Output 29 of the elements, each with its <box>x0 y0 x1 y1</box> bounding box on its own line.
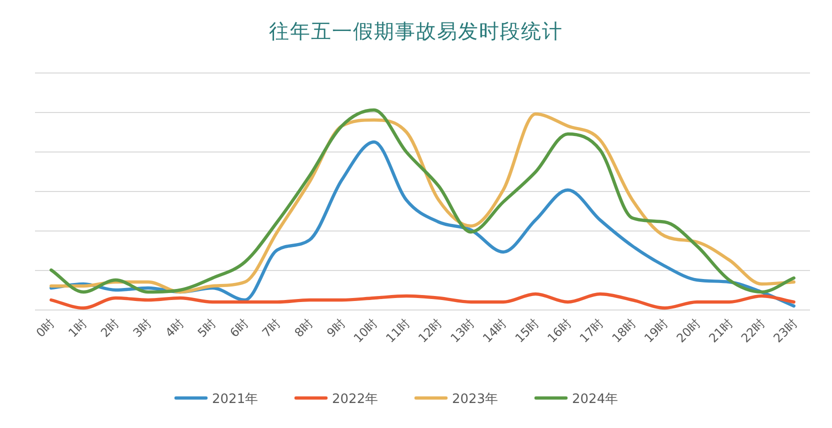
x-tick-label: 21时 <box>706 316 736 346</box>
x-tick-label: 1时 <box>66 316 90 340</box>
x-tick-label: 7时 <box>260 316 284 340</box>
x-tick-label: 4时 <box>162 316 186 340</box>
x-tick-label: 22时 <box>738 316 768 346</box>
x-tick-label: 0时 <box>33 316 58 340</box>
x-tick-label: 6时 <box>227 316 252 340</box>
x-tick-label: 12时 <box>416 316 445 346</box>
x-tick-label: 3时 <box>130 316 154 340</box>
x-tick-label: 19时 <box>642 316 671 346</box>
x-tick-label: 9时 <box>324 316 348 340</box>
x-tick-label: 16时 <box>544 316 574 346</box>
x-tick-label: 20时 <box>674 316 704 346</box>
x-tick-label: 15时 <box>512 316 542 346</box>
legend-label: 2021年 <box>212 392 258 407</box>
x-tick-label: 8时 <box>292 316 316 340</box>
x-tick-label: 17时 <box>577 316 606 346</box>
x-tick-label: 13时 <box>448 316 478 346</box>
x-tick-label: 11时 <box>383 316 412 346</box>
x-tick-label: 5时 <box>194 316 219 340</box>
legend-label: 2023年 <box>452 392 498 407</box>
x-tick-label: 18时 <box>609 316 639 346</box>
legend-label: 2022年 <box>332 392 378 407</box>
x-tick-label: 10时 <box>350 316 380 346</box>
x-tick-label: 2时 <box>98 316 122 340</box>
chart-title: 往年五一假期事故易发时段统计 <box>269 19 563 43</box>
x-tick-label: 23时 <box>770 316 800 346</box>
legend-label: 2024年 <box>572 392 618 407</box>
x-tick-label: 14时 <box>480 316 510 346</box>
